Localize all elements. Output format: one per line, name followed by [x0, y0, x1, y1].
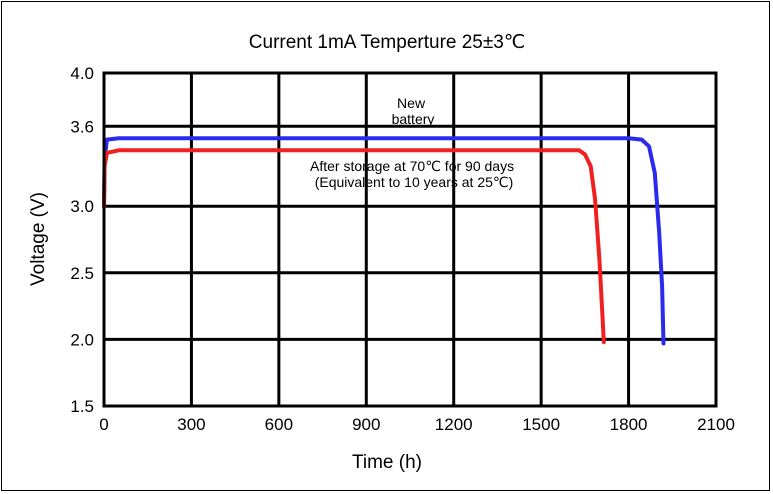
y-tick-labels: 1.5 2.0 2.5 3.0 3.6 4.0	[70, 64, 94, 416]
new-battery-line-1: New	[397, 95, 426, 111]
x-tick-label: 1200	[435, 415, 473, 434]
storage-line-2: (Equivalent to 10 years at 25℃)	[315, 174, 514, 190]
plot-border	[102, 71, 718, 408]
series-layer	[102, 136, 666, 346]
series-line-after-storage	[102, 148, 606, 345]
x-tick-labels: 0 300 600 900 1200 1500 1800 2100	[99, 415, 735, 434]
y-tick-label: 2.5	[70, 264, 94, 283]
storage-line-1: After storage at 70℃ for 90 days	[310, 158, 514, 174]
y-tick-label: 4.0	[70, 64, 94, 83]
new-battery-annotation: New battery	[392, 95, 435, 127]
series-line-new-battery	[102, 136, 666, 346]
x-tick-label: 0	[99, 415, 108, 434]
x-tick-label: 900	[352, 415, 380, 434]
x-tick-label: 2100	[697, 415, 735, 434]
grid	[104, 73, 716, 406]
y-tick-label: 3.0	[70, 197, 94, 216]
chart-title: Current 1mA Temperture 25±3℃	[249, 32, 525, 53]
x-tick-label: 300	[177, 415, 205, 434]
x-tick-label: 1500	[522, 415, 560, 434]
y-tick-label: 1.5	[70, 397, 94, 416]
storage-annotation: After storage at 70℃ for 90 days (Equiva…	[310, 158, 518, 190]
x-axis-label: Time (h)	[352, 452, 422, 473]
new-battery-line-2: battery	[392, 111, 435, 127]
y-tick-label: 2.0	[70, 330, 94, 349]
x-tick-label: 1800	[610, 415, 648, 434]
y-tick-label: 3.6	[70, 117, 94, 136]
x-tick-label: 600	[265, 415, 293, 434]
y-axis-label: Voltage (V)	[28, 192, 49, 286]
